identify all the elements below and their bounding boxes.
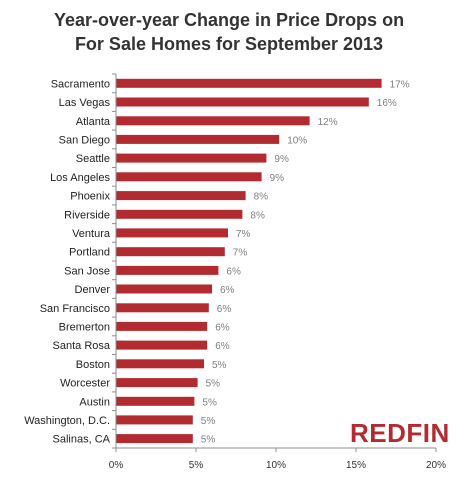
x-tick-label: 10%	[266, 460, 286, 471]
data-label: 8%	[254, 192, 269, 203]
x-tick-label: 5%	[189, 460, 204, 471]
data-label: 9%	[270, 173, 285, 184]
bar	[116, 359, 204, 369]
x-tick-label: 0%	[109, 460, 124, 471]
x-tick-label: 15%	[346, 460, 366, 471]
bar	[116, 247, 225, 257]
chart-title-line-1: Year-over-year Change in Price Drops on	[53, 10, 405, 30]
category-label: Denver	[75, 284, 111, 296]
bar	[116, 116, 310, 126]
bar	[116, 97, 369, 107]
category-label: San Francisco	[40, 303, 110, 315]
category-label: Seattle	[76, 153, 110, 165]
data-label: 5%	[206, 379, 221, 390]
bar	[116, 228, 228, 238]
data-label: 9%	[274, 154, 289, 165]
category-label: Portland	[69, 247, 110, 259]
data-label: 5%	[212, 360, 227, 371]
category-label: Riverside	[64, 209, 110, 221]
chart-title: Year-over-year Change in Price Drops on …	[0, 8, 458, 56]
bar	[116, 134, 280, 144]
category-label: Boston	[76, 359, 110, 371]
data-label: 6%	[220, 285, 235, 296]
category-label: San Diego	[59, 134, 110, 146]
data-label: 7%	[236, 229, 251, 240]
bar	[116, 434, 193, 444]
data-label: 16%	[377, 98, 397, 109]
bar	[116, 172, 262, 182]
bar	[116, 191, 246, 201]
category-label: Atlanta	[76, 116, 111, 128]
bar	[116, 321, 208, 331]
bar	[116, 284, 212, 294]
bar	[116, 153, 267, 163]
category-label: Los Angeles	[50, 172, 110, 184]
category-label: San Jose	[64, 265, 110, 277]
data-label: 5%	[201, 416, 216, 427]
x-tick-label: 20%	[426, 460, 446, 471]
data-label: 12%	[318, 117, 338, 128]
data-label: 6%	[215, 322, 230, 333]
category-label: Bremerton	[59, 321, 110, 333]
data-label: 10%	[287, 135, 307, 146]
chart-title-line-2: For Sale Homes for September 2013	[74, 34, 384, 54]
bar	[116, 378, 198, 388]
category-label: Salinas, CA	[53, 434, 111, 446]
data-label: 5%	[201, 435, 216, 446]
category-label: Las Vegas	[59, 97, 111, 109]
category-label: Austin	[79, 396, 110, 408]
bar	[116, 209, 243, 219]
data-label: 6%	[215, 341, 230, 352]
data-label: 5%	[202, 397, 217, 408]
bar	[116, 340, 208, 350]
bar	[116, 265, 219, 275]
category-label: Phoenix	[70, 191, 110, 203]
bar	[116, 396, 195, 406]
category-label: Washington, D.C.	[24, 415, 110, 427]
redfin-logo: REDFIN	[350, 418, 450, 448]
bar	[116, 303, 209, 313]
category-label: Sacramento	[51, 78, 110, 90]
data-label: 6%	[226, 266, 241, 277]
category-label: Worcester	[60, 378, 110, 390]
bar	[116, 78, 382, 88]
data-label: 7%	[233, 248, 248, 259]
category-label: Santa Rosa	[53, 340, 111, 352]
category-label: Ventura	[72, 228, 111, 240]
data-label: 17%	[390, 79, 410, 90]
data-label: 8%	[250, 210, 265, 221]
bar	[116, 415, 193, 425]
data-label: 6%	[217, 304, 232, 315]
